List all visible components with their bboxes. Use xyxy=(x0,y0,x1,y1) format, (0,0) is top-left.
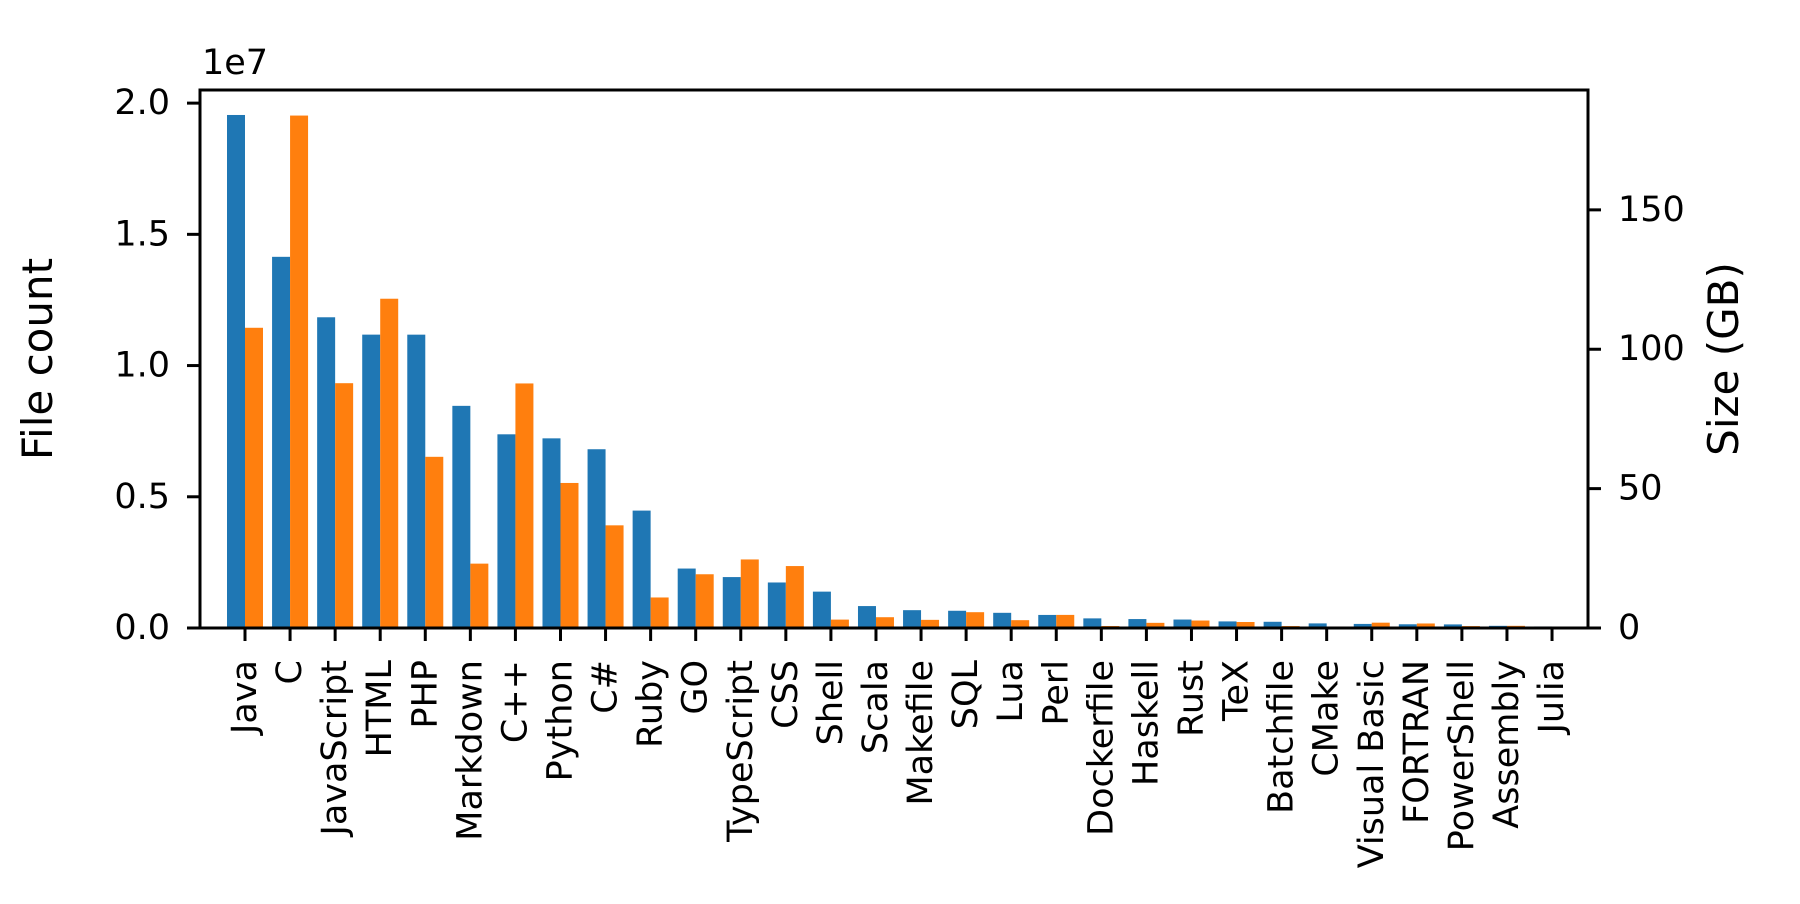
right-tick-label-100: 100 xyxy=(1618,329,1685,369)
bar-file-count-c xyxy=(587,449,606,628)
bar-size-gb-c xyxy=(290,115,309,629)
axis-offset-label: 1e7 xyxy=(202,43,268,83)
x-tick-label-typescript: TypeScript xyxy=(721,660,761,843)
left-tick-label-1.5: 1.5 xyxy=(114,214,170,254)
bar-size-gb-html xyxy=(380,298,399,628)
x-tick-label-c: C xyxy=(270,660,310,684)
x-tick-label-html: HTML xyxy=(360,660,400,758)
bar-file-count-scala xyxy=(857,606,876,628)
left-tick-label-1.0: 1.0 xyxy=(114,346,170,386)
x-tick-label-shell: Shell xyxy=(811,660,851,745)
bar-size-gb-php xyxy=(425,456,444,628)
x-tick-label-markdown: Markdown xyxy=(450,660,490,841)
right-axis-label: Size (GB) xyxy=(1699,262,1748,456)
bar-size-gb-css xyxy=(785,566,804,628)
x-tick-label-julia: Julia xyxy=(1532,660,1572,735)
bar-file-count-batchfile xyxy=(1263,621,1282,628)
x-tick-label-fortran: FORTRAN xyxy=(1397,660,1437,824)
x-tick-label-lua: Lua xyxy=(991,660,1031,723)
left-tick-label-2.0: 2.0 xyxy=(114,83,170,123)
bar-size-gb-javascript xyxy=(335,383,354,628)
x-tick-label-cmake: CMake xyxy=(1307,660,1347,777)
plot-border xyxy=(198,88,1590,630)
x-tick-label-php: PHP xyxy=(405,660,445,729)
x-tick-label-javascript: JavaScript xyxy=(315,660,355,837)
right-tick-label-150: 150 xyxy=(1618,190,1685,230)
x-tick-label-ruby: Ruby xyxy=(631,660,671,748)
x-tick-label-rust: Rust xyxy=(1171,660,1211,737)
bar-file-count-c xyxy=(272,256,291,628)
right-tick-label-0: 0 xyxy=(1618,608,1640,648)
x-tick-label-assembly: Assembly xyxy=(1487,660,1527,829)
bar-size-gb-c xyxy=(515,383,534,628)
bar-file-count-cmake xyxy=(1308,623,1327,628)
bar-size-gb-java xyxy=(245,327,263,628)
bar-size-gb-haskell xyxy=(1146,622,1165,628)
x-tick-label-tex: TeX xyxy=(1217,660,1257,722)
bar-size-gb-rust xyxy=(1191,620,1210,628)
x-tick-label-c: C# xyxy=(586,660,626,714)
x-tick-label-python: Python xyxy=(540,660,580,781)
bar-size-gb-fortran xyxy=(1416,623,1435,628)
x-tick-label-go: GO xyxy=(676,660,716,715)
bar-file-count-visual-basic xyxy=(1353,623,1372,628)
x-tick-label-visual-basic: Visual Basic xyxy=(1352,660,1392,868)
bar-size-gb-shell xyxy=(830,619,849,628)
x-tick-label-scala: Scala xyxy=(856,660,896,754)
bar-file-count-shell xyxy=(812,591,831,628)
bar-file-count-tex xyxy=(1218,621,1237,628)
bar-file-count-lua xyxy=(993,612,1012,628)
left-axis-label: File count xyxy=(13,258,62,460)
bar-file-count-sql xyxy=(948,610,967,628)
bar-file-count-powershell xyxy=(1443,624,1462,628)
bar-file-count-fortran xyxy=(1398,624,1417,628)
bar-file-count-java xyxy=(227,114,245,629)
bar-file-count-ruby xyxy=(632,510,651,628)
left-tick-label-0.0: 0.0 xyxy=(114,608,170,648)
bar-file-count-python xyxy=(542,438,561,628)
bar-size-gb-ruby xyxy=(650,597,669,628)
bar-size-gb-go xyxy=(695,574,714,628)
bar-file-count-rust xyxy=(1173,619,1192,628)
bar-size-gb-scala xyxy=(875,617,894,628)
x-tick-label-dockerfile: Dockerfile xyxy=(1081,660,1121,836)
x-tick-label-java: Java xyxy=(225,660,265,736)
right-tick-label-50: 50 xyxy=(1618,469,1663,509)
bar-file-count-haskell xyxy=(1128,619,1147,628)
x-tick-label-haskell: Haskell xyxy=(1126,660,1166,786)
bar-file-count-php xyxy=(407,334,426,628)
bar-size-gb-c xyxy=(605,525,624,628)
bar-size-gb-lua xyxy=(1011,620,1030,628)
bar-file-count-typescript xyxy=(722,577,741,628)
bar-file-count-markdown xyxy=(452,405,471,628)
x-tick-label-css: CSS xyxy=(766,660,806,729)
bars-layer xyxy=(227,114,1571,629)
bar-size-gb-sql xyxy=(966,612,985,628)
bar-file-count-html xyxy=(362,334,381,628)
bar-size-gb-tex xyxy=(1236,622,1255,628)
x-tick-label-perl: Perl xyxy=(1036,660,1076,726)
bar-size-gb-makefile xyxy=(921,619,940,628)
bar-file-count-perl xyxy=(1038,614,1057,628)
bar-file-count-c xyxy=(497,434,516,628)
bar-file-count-go xyxy=(677,568,696,628)
bar-file-count-css xyxy=(767,582,786,628)
x-tick-label-batchfile: Batchfile xyxy=(1262,660,1302,814)
bar-file-count-javascript xyxy=(317,317,336,628)
x-tick-label-makefile: Makefile xyxy=(901,660,941,806)
left-tick-label-0.5: 0.5 xyxy=(114,477,170,517)
x-tick-label-powershell: PowerShell xyxy=(1442,660,1482,851)
bar-file-count-dockerfile xyxy=(1083,618,1102,628)
bar-size-gb-visual-basic xyxy=(1371,622,1390,628)
bar-size-gb-perl xyxy=(1056,614,1075,628)
x-tick-label-sql: SQL xyxy=(946,660,986,730)
bar-size-gb-markdown xyxy=(470,563,489,628)
bar-size-gb-typescript xyxy=(740,559,759,628)
bar-file-count-makefile xyxy=(903,610,922,628)
bar-size-gb-python xyxy=(560,482,579,628)
axis-layer: Java C JavaScript HTML PHP Markdown C++ Python C… xyxy=(114,83,1684,868)
x-tick-label-c: C++ xyxy=(495,660,535,743)
